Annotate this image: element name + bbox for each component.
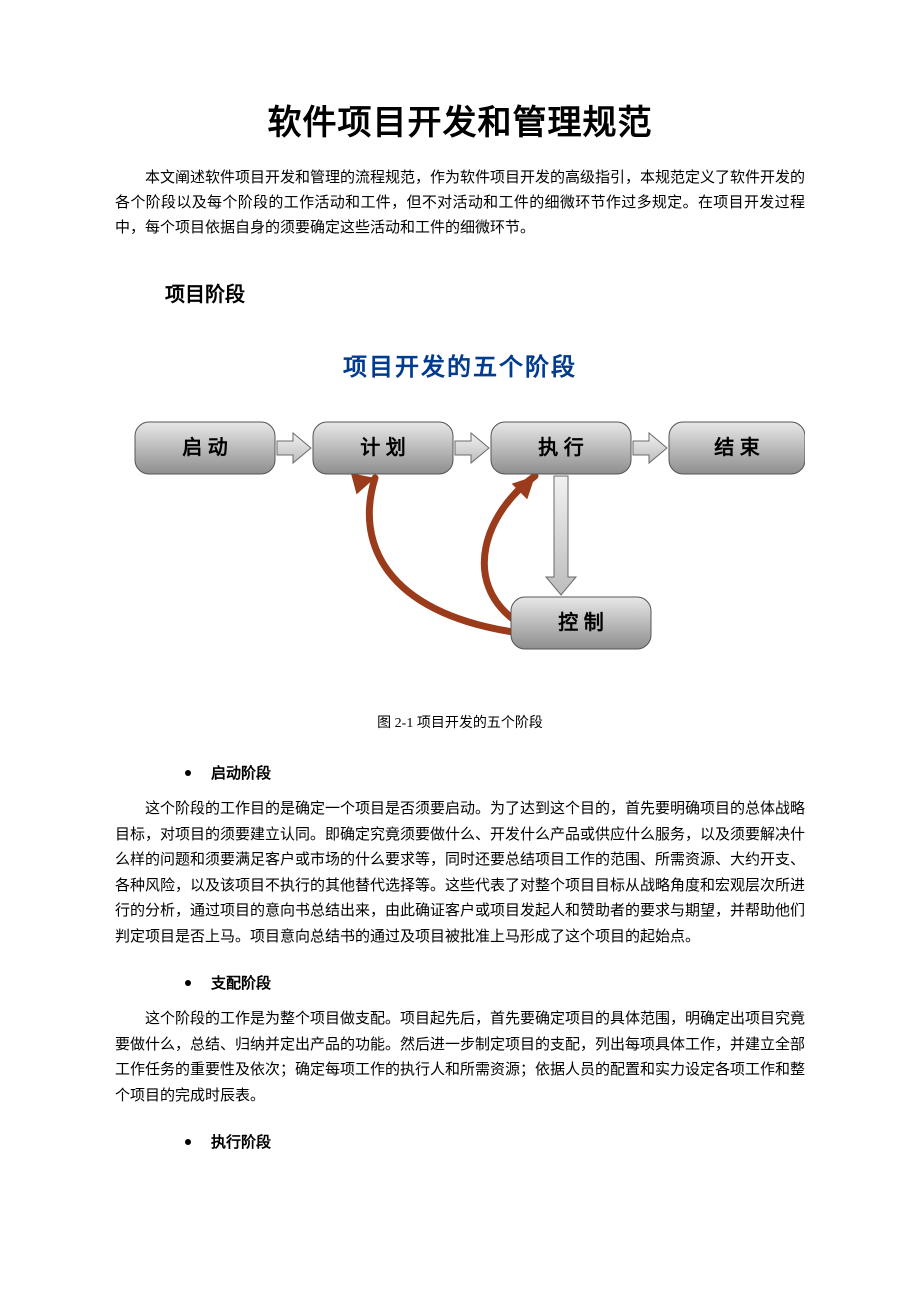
subsection-heading: 启动阶段 xyxy=(185,762,805,783)
flow-node-label: 结 束 xyxy=(714,435,761,459)
arrow-down-icon xyxy=(546,476,576,595)
diagram-title: 项目开发的五个阶段 xyxy=(115,347,805,382)
flow-node-exec: 执 行 xyxy=(491,422,631,474)
flow-node-label: 控 制 xyxy=(558,610,604,634)
flow-node-control: 控 制 xyxy=(511,597,651,649)
arrow-icon xyxy=(633,433,667,463)
bullet-icon xyxy=(185,980,191,986)
flow-node-end: 结 束 xyxy=(669,422,805,474)
subsection-title: 启动阶段 xyxy=(211,762,271,783)
flowchart-diagram: 启 动 计 划 执 行 结 束控 制 xyxy=(125,412,805,682)
bullet-icon xyxy=(185,1139,191,1145)
document-title: 软件项目开发和管理规范 xyxy=(115,95,805,144)
subsection-title: 执行阶段 xyxy=(211,1131,271,1152)
flow-node-label: 启 动 xyxy=(182,435,228,459)
diagram-caption: 图 2-1 项目开发的五个阶段 xyxy=(115,712,805,732)
flow-node-start: 启 动 xyxy=(135,422,275,474)
arrow-icon xyxy=(455,433,489,463)
subsection-heading: 支配阶段 xyxy=(185,972,805,993)
flowchart-svg: 启 动 计 划 执 行 结 束控 制 xyxy=(125,412,805,677)
document-page: 软件项目开发和管理规范 本文阐述软件项目开发和管理的流程规范，作为软件项目开发的… xyxy=(0,0,920,1302)
sections-container: 启动阶段这个阶段的工作目的是确定一个项目是否须要启动。为了达到这个目的，首先要明… xyxy=(115,762,805,1152)
subsection-heading: 执行阶段 xyxy=(185,1131,805,1152)
subsection-body: 这个阶段的工作目的是确定一个项目是否须要启动。为了达到这个目的，首先要明确项目的… xyxy=(115,797,805,950)
subsection-body: 这个阶段的工作是为整个项目做支配。项目起先后，首先要确定项目的具体范围，明确定出… xyxy=(115,1007,805,1109)
intro-paragraph: 本文阐述软件项目开发和管理的流程规范，作为软件项目开发的高级指引，本规范定义了软… xyxy=(115,166,805,240)
flow-node-label: 计 划 xyxy=(360,436,406,459)
subsection-title: 支配阶段 xyxy=(211,972,271,993)
section-heading-phases: 项目阶段 xyxy=(165,278,805,307)
flow-node-label: 执 行 xyxy=(538,435,584,459)
bullet-icon xyxy=(185,770,191,776)
feedback-arrow-icon xyxy=(369,478,513,632)
arrow-icon xyxy=(277,433,311,463)
flow-node-plan: 计 划 xyxy=(313,422,453,474)
